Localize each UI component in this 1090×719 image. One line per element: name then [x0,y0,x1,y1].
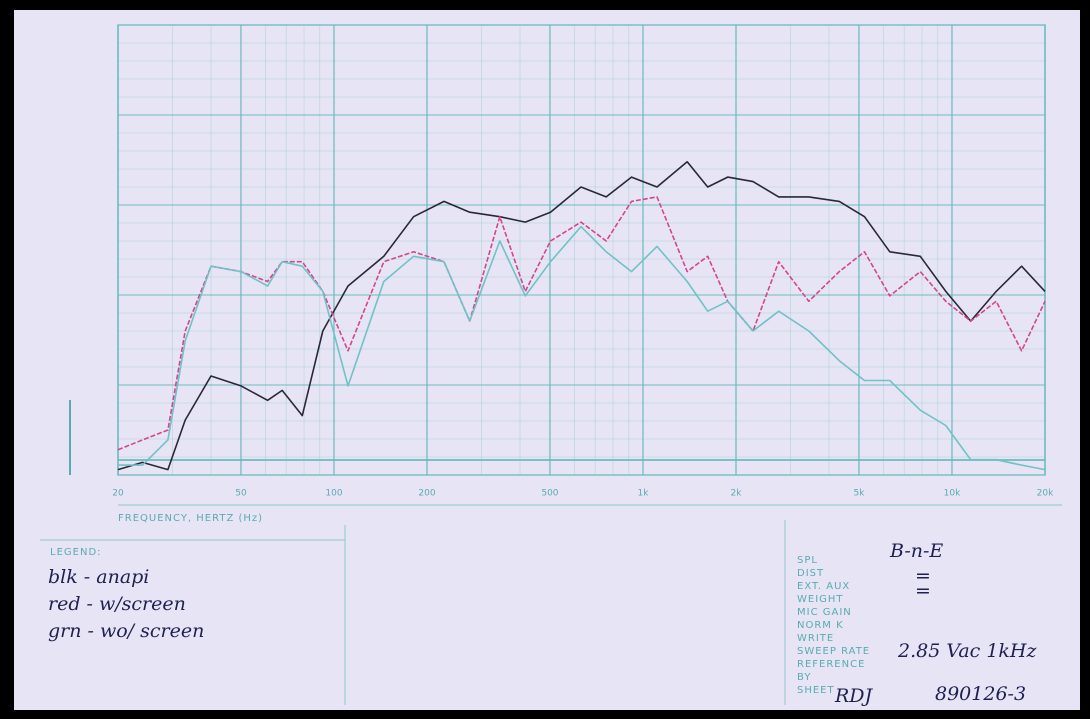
record-value: = [915,580,931,602]
record-label: BY [797,672,811,683]
record-label: SWEEP RATE [797,646,870,657]
record-label: SHEET [797,685,835,696]
x-tick-label: 5k [853,489,865,499]
record-label: WEIGHT [797,594,844,605]
legend-entry: blk - anapi [48,566,149,588]
record-label: NORM K [797,620,844,631]
record-value: RDJ [834,685,874,707]
record-label: SPL [797,555,818,566]
x-tick-label: 20k [1037,489,1054,499]
legend-entry: red - w/screen [48,593,186,615]
record-label: REFERENCE [797,659,865,670]
record-label: EXT. AUX [797,581,850,592]
record-value: 2.85 Vac 1kHz [897,640,1038,662]
x-tick-label: 2k [731,489,743,499]
record-value: 890126-3 [935,683,1026,705]
x-axis-label: FREQUENCY, HERTZ (Hz) [118,513,263,524]
record-label: DIST [797,568,824,579]
record-label: WRITE [797,633,834,644]
x-tick-label: 200 [418,489,435,499]
x-tick-label: 50 [235,489,247,499]
record-value: B-n-E [889,540,943,562]
legend-title: LEGEND: [50,547,102,558]
x-tick-label: 100 [325,489,342,499]
x-tick-label: 500 [541,489,558,499]
legend-entry: grn - wo/ screen [48,620,204,642]
x-tick-label: 10k [944,489,961,499]
record-label: MIC GAIN [797,607,852,618]
x-tick-label: 20 [112,489,124,499]
x-tick-label: 1k [638,489,650,499]
photo: FREQUENCY, HERTZ (Hz) LEGEND: SPL B-n-E DI… [0,0,1090,719]
